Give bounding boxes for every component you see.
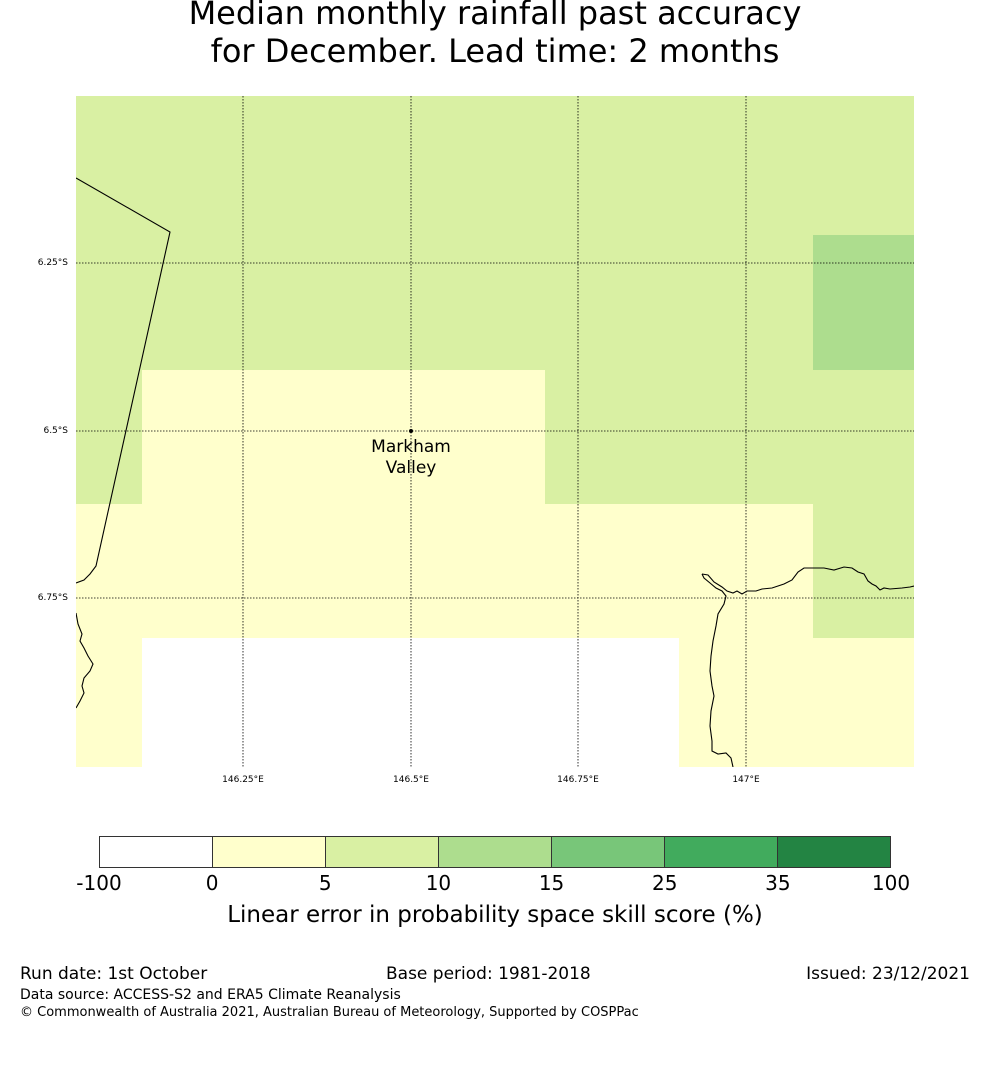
lon-label: 146.25°E — [222, 775, 264, 785]
colorbar-tick-label: 25 — [651, 871, 678, 895]
grid-cell-region — [679, 638, 914, 767]
province-border — [76, 177, 171, 584]
colorbar-segment — [439, 837, 552, 867]
map-title-line-2: for December. Lead time: 2 months — [210, 32, 780, 70]
colorbar-tick-label: 35 — [765, 871, 791, 895]
boundaries — [76, 177, 914, 767]
lon-label: 147°E — [732, 775, 760, 785]
river-outline — [701, 566, 914, 595]
lon-label: 146.75°E — [557, 775, 599, 785]
grid-cell-region — [813, 235, 914, 370]
colorbar-segment — [100, 837, 213, 867]
data-source: Data source: ACCESS-S2 and ERA5 Climate … — [20, 987, 401, 1003]
grid-cell-region — [142, 638, 679, 767]
gridlines — [76, 96, 914, 767]
grid-cell-region — [142, 370, 545, 504]
west-coastline — [76, 612, 94, 709]
lat-label: 6.5°S — [43, 426, 68, 436]
grid-cell-region — [76, 638, 142, 767]
skill-score-map — [76, 96, 914, 767]
map-canvas — [76, 96, 914, 767]
lat-label: 6.25°S — [37, 258, 68, 268]
colorbar-tick-label: 10 — [425, 871, 452, 895]
map-title: Median monthly rainfall past accuracy fo… — [0, 0, 990, 70]
colorbar-segment — [326, 837, 439, 867]
base-period: Base period: 1981-2018 — [386, 964, 591, 984]
colorbar-tick-label: 15 — [538, 871, 565, 895]
lat-label: 6.75°S — [37, 593, 68, 603]
colorbar-segment — [665, 837, 778, 867]
place-label-line-2: Valley — [385, 458, 437, 478]
colorbar-label: Linear error in probability space skill … — [227, 902, 763, 928]
location-marker — [409, 429, 413, 433]
colorbar-tick-label: 100 — [871, 871, 911, 895]
place-label: Markham Valley — [351, 437, 471, 479]
lon-label: 146.5°E — [393, 775, 429, 785]
issued-date: Issued: 23/12/2021 — [806, 964, 970, 984]
colorbar-tick-label: 5 — [318, 871, 332, 895]
map-title-line-1: Median monthly rainfall past accuracy — [188, 0, 802, 32]
colorbar-segment — [213, 837, 326, 867]
grid-cell-region — [76, 504, 813, 638]
colorbar-segment — [778, 837, 890, 867]
colorbar-tick-label: 0 — [205, 871, 219, 895]
river-outline — [701, 573, 734, 767]
colorbar-segment — [552, 837, 665, 867]
copyright: © Commonwealth of Australia 2021, Austra… — [20, 1005, 639, 1020]
place-label-line-1: Markham — [371, 437, 451, 457]
run-date: Run date: 1st October — [20, 964, 208, 984]
colorbar-tick-label: -100 — [76, 871, 122, 895]
colorbar — [99, 836, 891, 868]
